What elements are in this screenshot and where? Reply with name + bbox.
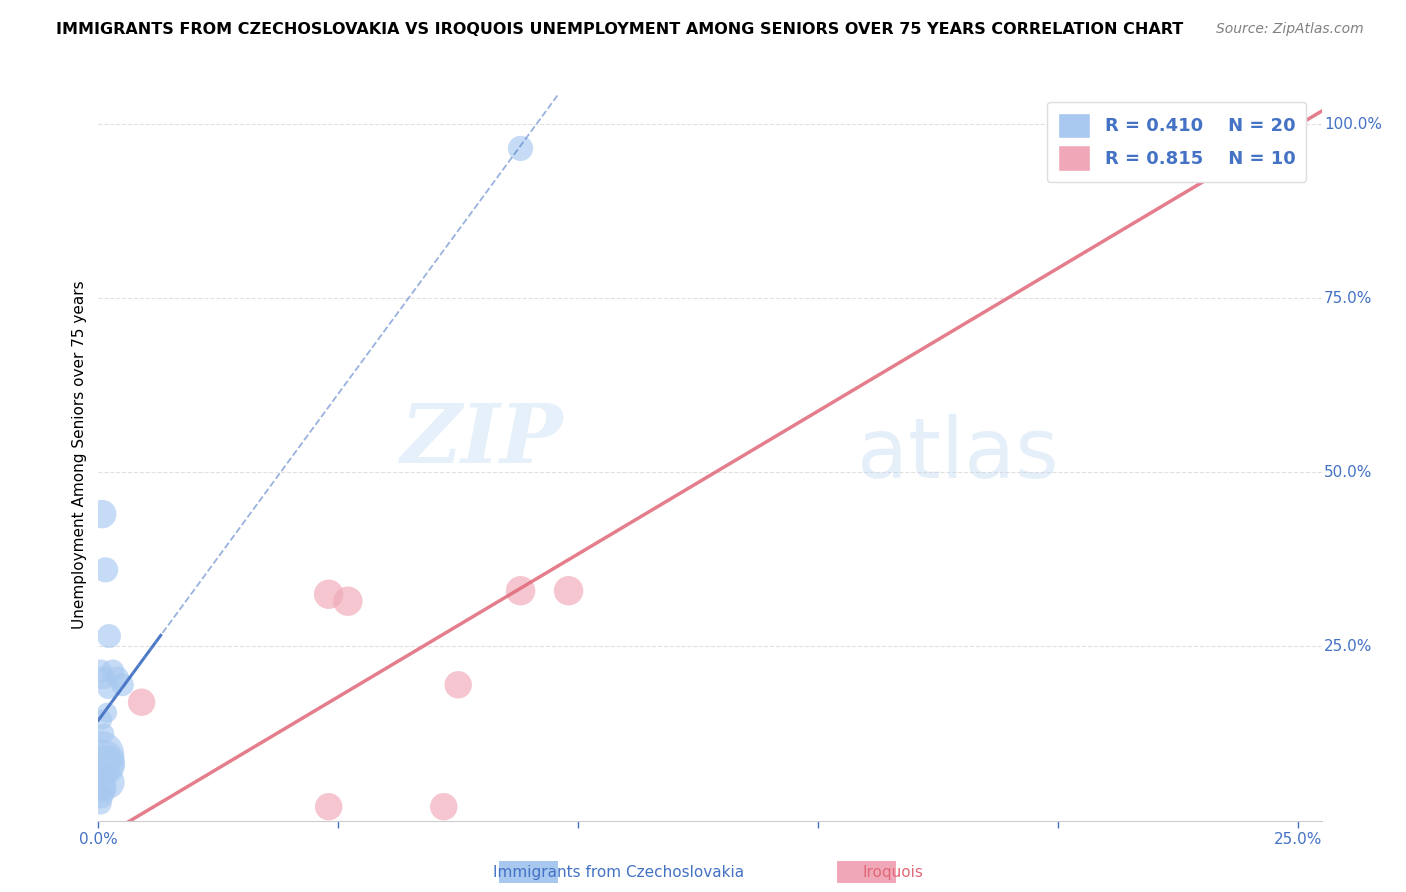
Text: IMMIGRANTS FROM CZECHOSLOVAKIA VS IROQUOIS UNEMPLOYMENT AMONG SENIORS OVER 75 YE: IMMIGRANTS FROM CZECHOSLOVAKIA VS IROQUO… [56,22,1184,37]
Point [94,563,117,577]
Point [91,713,114,727]
Point [90,789,112,804]
Legend: R = 0.410    N = 20, R = 0.815    N = 10: R = 0.410 N = 20, R = 0.815 N = 10 [1047,102,1306,182]
Text: atlas: atlas [856,415,1059,495]
Point [91,507,114,521]
Point [101,664,124,678]
Point [107,671,129,685]
Point [89,796,111,810]
Point [131,695,153,709]
Point [1263,113,1285,128]
Point [433,799,456,814]
Point [318,799,340,814]
Point [1215,120,1237,135]
Point [90,747,112,762]
Point [509,583,531,598]
Point [318,587,340,601]
Text: Immigrants from Czechoslovakia: Immigrants from Czechoslovakia [494,865,744,880]
Point [91,779,114,793]
Point [93,726,115,740]
Text: 25.0%: 25.0% [1324,639,1372,654]
Point [336,594,359,608]
Point [97,775,120,789]
Point [90,664,112,678]
Point [447,678,470,692]
Point [91,755,114,769]
Text: Iroquois: Iroquois [862,865,924,880]
Point [111,678,134,692]
Text: 75.0%: 75.0% [1324,291,1372,306]
Point [97,681,120,696]
Text: ZIP: ZIP [401,401,564,480]
Y-axis label: Unemployment Among Seniors over 75 years: Unemployment Among Seniors over 75 years [72,281,87,629]
Point [91,782,114,797]
Point [557,583,579,598]
Point [98,629,121,643]
Text: Source: ZipAtlas.com: Source: ZipAtlas.com [1216,22,1364,37]
Point [96,706,118,720]
Point [509,141,531,155]
Point [94,758,117,772]
Point [91,671,114,685]
Text: 50.0%: 50.0% [1324,465,1372,480]
Text: 100.0%: 100.0% [1324,117,1382,131]
